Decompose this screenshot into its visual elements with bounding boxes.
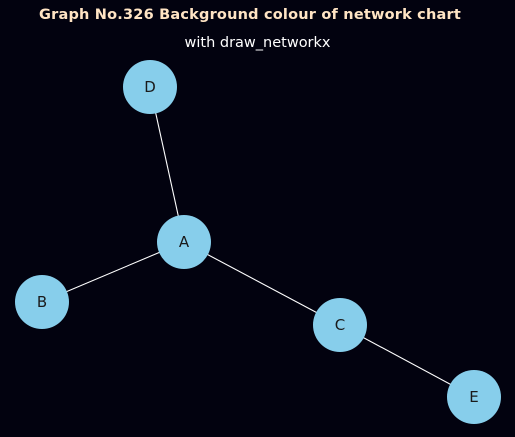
node-d: D — [123, 60, 177, 114]
node-label: E — [469, 388, 478, 406]
node-b: B — [15, 275, 69, 329]
node-label: B — [37, 293, 47, 311]
node-circle — [313, 298, 367, 352]
figure-title: Graph No.326 Background colour of networ… — [39, 7, 461, 23]
edges-layer — [41, 86, 475, 398]
node-a: A — [157, 215, 211, 269]
node-circle — [447, 370, 501, 424]
node-circle — [15, 275, 69, 329]
node-e: E — [447, 370, 501, 424]
node-c: C — [313, 298, 367, 352]
node-circle — [123, 60, 177, 114]
node-label: A — [179, 233, 190, 251]
node-circle — [157, 215, 211, 269]
edge-a-c — [183, 241, 341, 326]
node-label: C — [335, 316, 345, 334]
figure-subtitle: with draw_networkx — [184, 35, 331, 51]
nodes-layer: A B C D E — [15, 60, 501, 424]
node-label: D — [144, 78, 156, 96]
